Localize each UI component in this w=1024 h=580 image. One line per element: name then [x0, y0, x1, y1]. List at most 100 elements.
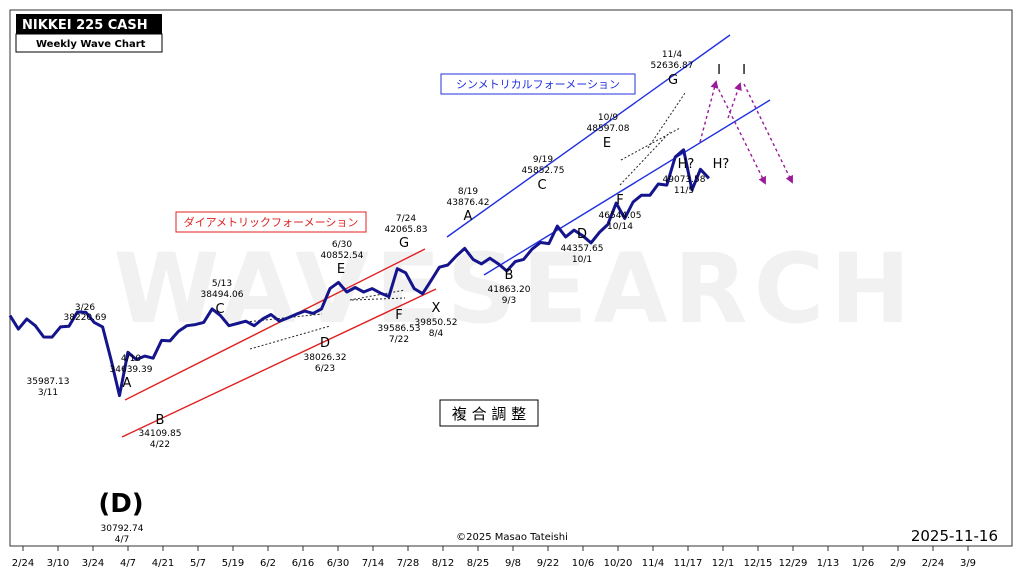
wave-value: 41863.20 — [488, 285, 531, 295]
wave-value: 38494.06 — [201, 290, 244, 300]
wave-label-d: D — [320, 336, 330, 351]
wave-value: 30792.74 — [101, 524, 144, 534]
wave-date: 4/22 — [150, 440, 170, 450]
symmetrical-inner-lines — [619, 92, 686, 186]
wave-date: 3/11 — [38, 388, 58, 398]
x-tick-label: 1/13 — [817, 558, 839, 569]
x-tick-label: 2/9 — [890, 558, 906, 569]
wave-label-a: A — [123, 376, 132, 391]
watermark: WAVESEARCH — [114, 233, 917, 345]
x-tick-label: 9/22 — [537, 558, 559, 569]
complex-caption: 複 合 調 整 — [452, 405, 526, 423]
wave-label-f: F — [395, 308, 402, 323]
x-tick-label: 8/12 — [432, 558, 454, 569]
wave-date: 7/22 — [389, 335, 409, 345]
complex-caption-box: 複 合 調 整 — [439, 399, 539, 427]
x-tick-label: 10/6 — [572, 558, 594, 569]
plot-frame — [9, 9, 1013, 547]
x-tick-label: 5/19 — [222, 558, 244, 569]
symmetrical-caption-box: シンメトリカルフォーメーション — [440, 73, 636, 95]
x-tick-label: 7/14 — [362, 558, 384, 569]
x-tick-label: 9/8 — [505, 558, 521, 569]
wave-value: 45852.75 — [522, 166, 565, 176]
x-tick-label: 6/30 — [327, 558, 349, 569]
wave-value: 34639.39 — [110, 365, 153, 375]
chart-title: NIKKEI 225 CASH — [22, 18, 148, 33]
x-tick-label: 6/16 — [292, 558, 314, 569]
x-tick-label: 1/26 — [852, 558, 874, 569]
wave-label-a2: A — [464, 209, 473, 224]
wave-labels: (D) 30792.74 4/7 35987.13 3/11 3/26 3822… — [27, 50, 746, 545]
chart-subtitle: Weekly Wave Chart — [36, 39, 146, 50]
wave-value: 38026.32 — [304, 353, 347, 363]
wave-value: 46544.05 — [599, 211, 642, 221]
projection-arrows — [699, 80, 793, 185]
date-stamp: 2025-11-16 — [911, 527, 998, 545]
wave-value: 39850.52 — [415, 318, 458, 328]
wave-date: 4/10 — [121, 354, 141, 364]
wave-date: 9/19 — [533, 155, 553, 165]
wave-value: 35987.13 — [27, 377, 70, 387]
wave-label-b: B — [156, 413, 165, 428]
x-tick-label: 4/21 — [152, 558, 174, 569]
wave-label-d2: D — [577, 227, 587, 242]
wave-value: 40852.54 — [321, 251, 364, 261]
wave-label-e: E — [337, 262, 345, 277]
x-tick-label: 12/15 — [744, 558, 773, 569]
wave-date: 10/9 — [598, 113, 618, 123]
wave-value: 52636.87 — [651, 61, 694, 71]
symmetrical-caption: シンメトリカルフォーメーション — [456, 78, 620, 91]
diametric-channel — [121, 248, 437, 438]
wave-date: 6/23 — [315, 364, 335, 374]
wave-label-h: H? — [678, 157, 695, 172]
symmetrical-channel — [446, 34, 771, 276]
projection-label-i: I — [742, 63, 746, 78]
projection-label-h: H? — [713, 157, 730, 172]
x-tick-label: 6/2 — [260, 558, 276, 569]
wave-value: 48597.08 — [587, 124, 630, 134]
wave-date: 7/24 — [396, 214, 416, 224]
wave-label-f2: F — [616, 193, 623, 208]
wave-value: 44357.65 — [561, 244, 604, 254]
x-tick-label: 3/9 — [960, 558, 976, 569]
projection-label-i: I — [717, 63, 721, 78]
wave-value: 49073.58 — [663, 175, 706, 185]
wave-label-g2: G — [668, 73, 678, 88]
x-tick-label: 7/28 — [397, 558, 419, 569]
wave-date: 3/26 — [75, 303, 95, 313]
x-axis: 2/24 3/10 3/24 4/7 4/21 5/7 5/19 6/2 6/16 6/30 7/1… — [12, 546, 976, 569]
wave-value: 38220.69 — [64, 313, 107, 323]
x-tick-label: 8/25 — [467, 558, 489, 569]
wave-label-b2: B — [505, 268, 514, 283]
diametric-caption: ダイアメトリックフォーメーション — [184, 215, 359, 229]
x-tick-label: 3/10 — [47, 558, 69, 569]
wave-date: 5/13 — [212, 279, 232, 289]
wave-date: 10/1 — [572, 255, 592, 265]
wave-value: 42065.83 — [385, 225, 428, 235]
x-tick-label: 2/24 — [12, 558, 34, 569]
wave-date: 9/3 — [502, 296, 516, 306]
wave-date: 8/4 — [429, 329, 444, 339]
wave-label-e2: E — [603, 136, 611, 151]
wave-label-x: X — [432, 301, 441, 316]
x-tick-label: 5/7 — [190, 558, 206, 569]
x-tick-label: 4/7 — [120, 558, 136, 569]
wave-value: 34109.85 — [139, 429, 182, 439]
diametric-caption-box: ダイアメトリックフォーメーション — [175, 211, 367, 233]
x-tick-label: 12/29 — [779, 558, 808, 569]
wave-value: 39586.53 — [378, 324, 421, 334]
wave-label-c: C — [215, 302, 224, 317]
wave-date: 10/14 — [607, 222, 633, 232]
x-tick-label: 10/20 — [604, 558, 633, 569]
wave-label-g: G — [399, 236, 409, 251]
wave-date: 4/7 — [115, 535, 129, 545]
copyright: ©2025 Masao Tateishi — [456, 532, 568, 543]
x-tick-label: 12/1 — [712, 558, 734, 569]
price-line — [8, 148, 710, 398]
wave-date: 6/30 — [332, 240, 352, 250]
wave-label-d-major: (D) — [98, 489, 143, 519]
x-tick-label: 11/17 — [674, 558, 703, 569]
title-box: NIKKEI 225 CASH Weekly Wave Chart — [15, 14, 163, 53]
